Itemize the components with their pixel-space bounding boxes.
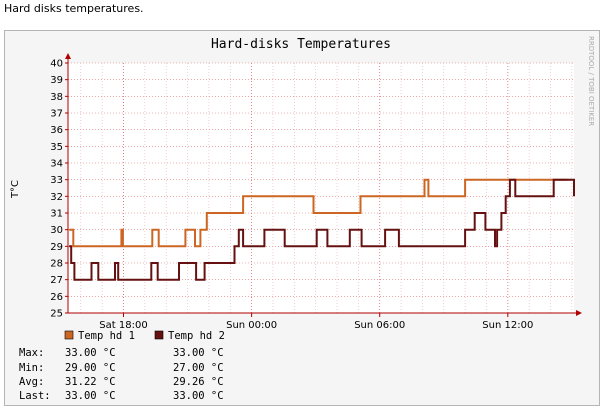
- y-tick-label: 30: [50, 225, 63, 236]
- x-tick-label: Sun 06:00: [354, 320, 405, 331]
- rrd-graph-panel: Hard-disks Temperatures T°C RRDTOOL / TO…: [4, 30, 600, 406]
- axes: [65, 53, 582, 317]
- y-tick-label: 25: [50, 309, 63, 320]
- stats-hd2-value: 33.00 °C: [173, 390, 224, 402]
- stats-hd2-value: 27.00 °C: [173, 362, 224, 374]
- page-caption: Hard disks temperatures.: [4, 2, 144, 15]
- y-tick-label: 33: [50, 175, 63, 186]
- y-tick-label: 38: [50, 92, 63, 103]
- y-tick-label: 34: [50, 159, 63, 170]
- stats-row-label: Max:: [19, 347, 44, 359]
- rrdtool-watermark: RRDTOOL / TOBI OETIKER: [587, 36, 595, 126]
- stats-row-label: Min:: [19, 362, 44, 374]
- stats-row-label: Avg:: [19, 376, 44, 388]
- y-tick-label: 36: [50, 125, 63, 136]
- legend-swatch-2: [154, 330, 164, 340]
- stats-hd1-value: 31.22 °C: [65, 376, 116, 388]
- x-tick-label: Sat 18:00: [99, 320, 147, 331]
- legend-label-2: Temp hd 2: [168, 330, 225, 342]
- stats-hd1-value: 33.00 °C: [65, 390, 116, 402]
- chart-title: Hard-disks Temperatures: [211, 37, 391, 52]
- x-axis-arrow: [576, 310, 582, 316]
- stats-hd2-value: 33.00 °C: [173, 347, 224, 359]
- x-tick-label: Sun 12:00: [482, 320, 533, 331]
- series-line-temp-hd-2: [69, 178, 575, 281]
- y-tick-label: 29: [50, 242, 63, 253]
- legend-swatch-1: [64, 330, 74, 340]
- y-tick-label: 31: [50, 209, 63, 220]
- temperature-chart: Hard-disks Temperatures T°C RRDTOOL / TO…: [10, 36, 595, 402]
- y-tick-label: 39: [50, 75, 63, 86]
- stats-table: Max: 33.00 °C 33.00 °C Min: 29.00 °C 27.00 °C…: [19, 347, 224, 402]
- stats-hd1-value: 29.00 °C: [65, 362, 116, 374]
- y-tick-label: 32: [50, 192, 63, 203]
- y-tick-label: 40: [50, 59, 63, 70]
- tick-labels: 25 26 27 28 29 30 31 32 33 34 35 36 37 38 39 40 Sat 18:0…: [50, 59, 533, 332]
- stats-row-label: Last:: [19, 390, 51, 402]
- stats-hd1-value: 33.00 °C: [65, 347, 116, 359]
- y-tick-label: 28: [50, 259, 63, 270]
- plot-area: [68, 63, 574, 313]
- y-tick-label: 35: [50, 142, 63, 153]
- y-tick-label: 37: [50, 109, 63, 120]
- series-line-temp-hd-1: [69, 178, 568, 248]
- y-tick-label: 27: [50, 275, 63, 286]
- y-axis-label: T°C: [10, 180, 21, 199]
- x-tick-label: Sun 00:00: [226, 320, 277, 331]
- stats-hd2-value: 29.26 °C: [173, 376, 224, 388]
- series-lines: [69, 178, 575, 281]
- y-tick-label: 26: [50, 292, 63, 303]
- legend-label-1: Temp hd 1: [78, 330, 135, 342]
- legend: Temp hd 1 Temp hd 2: [64, 330, 225, 342]
- y-axis-arrow: [65, 53, 71, 59]
